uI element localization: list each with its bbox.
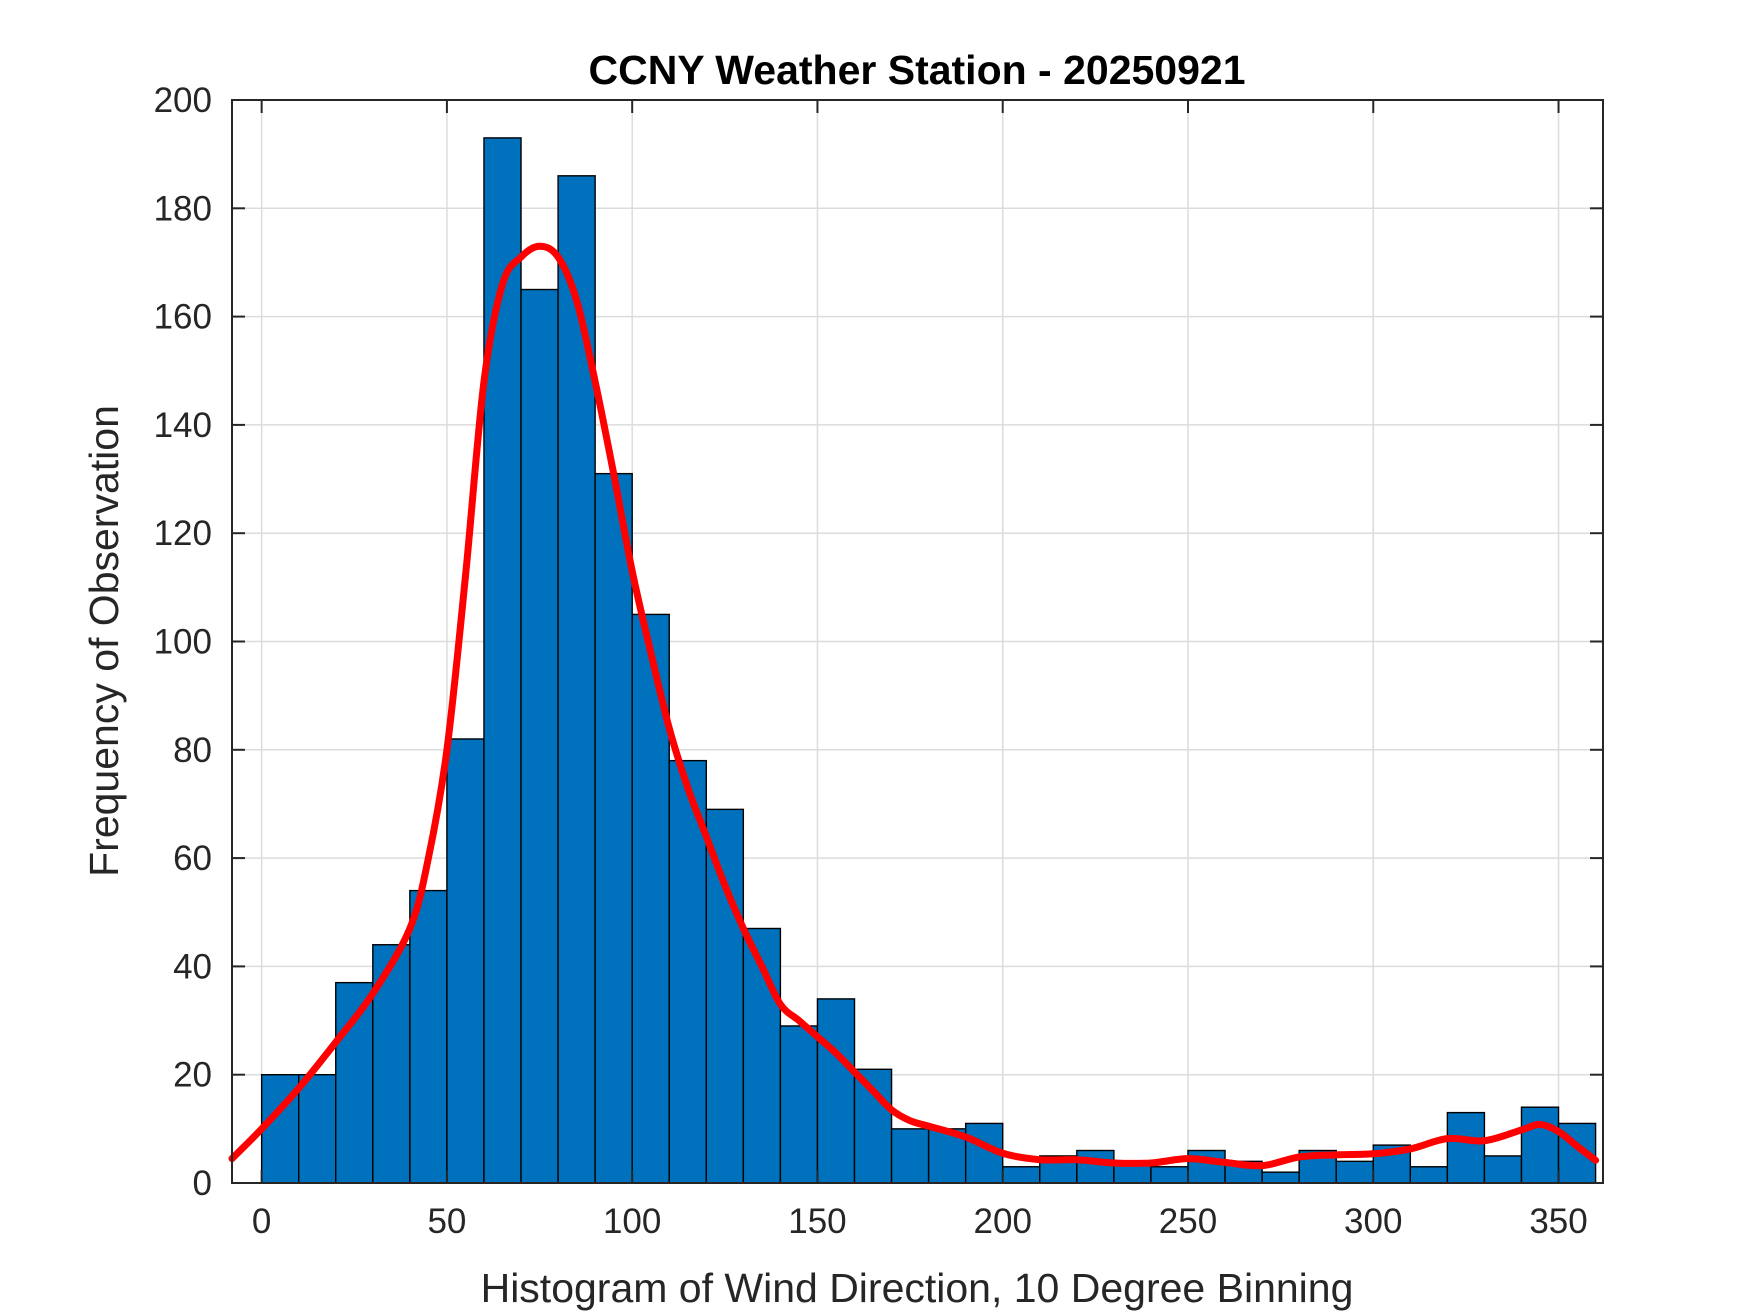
histogram-bar <box>1520 1106 1560 1184</box>
y-tick-label: 20 <box>173 1056 212 1095</box>
fit-curve-layer <box>228 242 1600 1170</box>
histogram-bar <box>1261 1171 1300 1184</box>
histogram-bar <box>1076 1149 1115 1184</box>
histogram-bar <box>446 738 485 1184</box>
y-tick-label: 100 <box>154 623 212 662</box>
y-tick-label: 140 <box>154 406 212 445</box>
histogram-bar <box>890 1128 930 1184</box>
x-axis-title: Histogram of Wind Direction, 10 Degree B… <box>481 1265 1354 1311</box>
x-tick-label: 200 <box>974 1202 1032 1241</box>
histogram-bar <box>297 1073 337 1184</box>
chart-title: CCNY Weather Station - 20250921 <box>588 47 1245 93</box>
x-tick-label: 50 <box>427 1202 466 1241</box>
x-tick-label: 300 <box>1344 1202 1402 1241</box>
histogram-bars <box>260 137 1597 1184</box>
axis-ticks <box>232 99 1603 1184</box>
tick-labels: 0 50 100 150 200 250 300 350 0 20 40 60 80 100 120 140 1… <box>154 81 1588 1241</box>
histogram-bar <box>1335 1160 1374 1184</box>
histogram-bar <box>1483 1155 1523 1184</box>
x-tick-label: 0 <box>252 1202 271 1241</box>
y-axis-title: Frequency of Observation <box>81 405 127 877</box>
x-tick-label: 100 <box>603 1202 661 1241</box>
histogram-bar <box>779 1025 819 1184</box>
histogram-bar <box>483 137 522 1184</box>
y-tick-label: 40 <box>173 947 212 986</box>
x-tick-label: 350 <box>1529 1202 1587 1241</box>
histogram-bar <box>816 998 856 1184</box>
histogram-bar <box>1409 1166 1449 1184</box>
y-tick-label: 200 <box>154 81 212 120</box>
histogram-bar <box>335 981 374 1184</box>
histogram-bar <box>705 808 745 1184</box>
y-tick-label: 0 <box>193 1164 212 1203</box>
histogram-bar <box>1150 1166 1189 1184</box>
histogram-bar <box>1446 1111 1486 1184</box>
histogram-bar <box>1002 1166 1041 1184</box>
x-tick-label: 250 <box>1159 1202 1217 1241</box>
histogram-bar <box>594 472 633 1184</box>
histogram-bar <box>409 889 448 1184</box>
y-tick-label: 80 <box>173 731 212 770</box>
y-tick-label: 120 <box>154 514 212 553</box>
y-tick-label: 160 <box>154 298 212 337</box>
histogram-bar <box>557 175 596 1184</box>
y-tick-label: 180 <box>154 189 212 228</box>
y-tick-label: 60 <box>173 839 212 878</box>
fit-curve <box>228 242 1600 1170</box>
histogram-bar <box>520 288 559 1184</box>
x-tick-label: 150 <box>788 1202 846 1241</box>
